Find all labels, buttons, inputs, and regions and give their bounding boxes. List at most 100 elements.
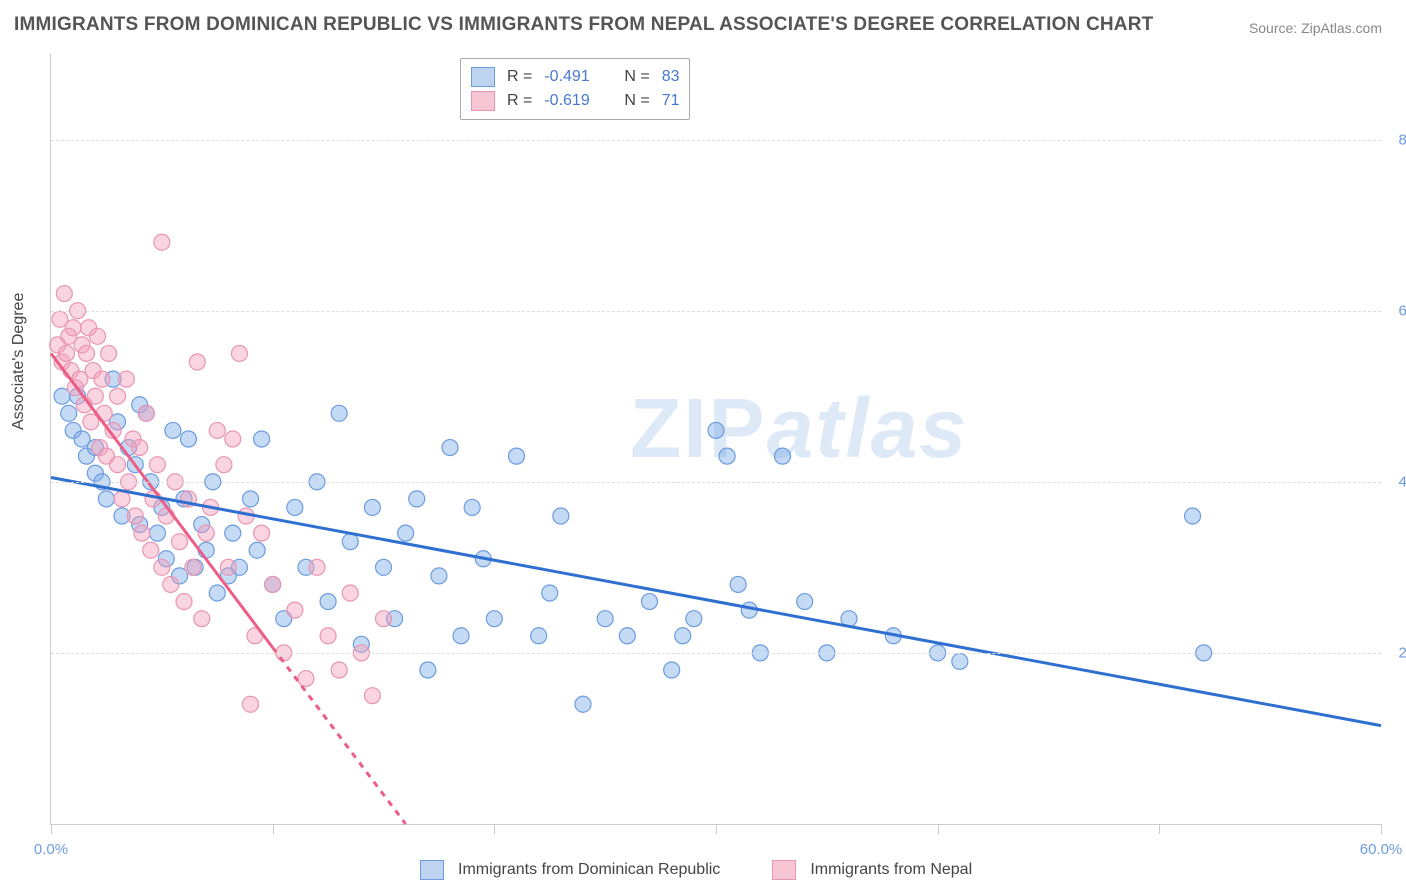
- trend-line: [51, 353, 273, 647]
- gridline: [51, 140, 1381, 141]
- n-label: N =: [624, 68, 649, 86]
- data-point: [409, 491, 425, 507]
- data-point: [101, 345, 117, 361]
- data-point: [225, 431, 241, 447]
- x-tick-label: 0.0%: [34, 841, 68, 858]
- data-point: [719, 448, 735, 464]
- data-point: [254, 431, 270, 447]
- data-point: [216, 457, 232, 473]
- x-tick: [1381, 824, 1382, 834]
- legend-swatch-1: [471, 91, 495, 111]
- data-point: [331, 662, 347, 678]
- r-value-0: -0.491: [544, 68, 600, 86]
- y-axis-label: Associate's Degree: [10, 293, 28, 430]
- data-point: [1185, 508, 1201, 524]
- legend-swatch-0: [471, 67, 495, 87]
- x-tick: [51, 824, 52, 834]
- data-point: [431, 568, 447, 584]
- x-tick: [1159, 824, 1160, 834]
- data-point: [708, 422, 724, 438]
- y-tick-label: 20.0%: [1391, 644, 1406, 661]
- data-point: [87, 388, 103, 404]
- gridline: [51, 311, 1381, 312]
- data-point: [575, 696, 591, 712]
- data-point: [243, 696, 259, 712]
- data-point: [56, 286, 72, 302]
- series-name-1: Immigrants from Nepal: [810, 861, 972, 879]
- data-point: [138, 405, 154, 421]
- data-point: [154, 559, 170, 575]
- data-point: [189, 354, 205, 370]
- data-point: [553, 508, 569, 524]
- data-point: [243, 491, 259, 507]
- legend-row: R = -0.491 N = 83: [471, 65, 679, 89]
- data-point: [619, 628, 635, 644]
- data-point: [149, 457, 165, 473]
- data-point: [149, 525, 165, 541]
- r-label: R =: [507, 68, 532, 86]
- data-point: [94, 371, 110, 387]
- data-point: [597, 611, 613, 627]
- plot-area: 20.0%40.0%60.0%80.0%0.0%60.0%: [50, 54, 1381, 825]
- data-point: [364, 688, 380, 704]
- data-point: [132, 440, 148, 456]
- data-point: [185, 559, 201, 575]
- data-point: [686, 611, 702, 627]
- data-point: [110, 388, 126, 404]
- data-point: [730, 576, 746, 592]
- gridline: [51, 482, 1381, 483]
- y-tick-label: 80.0%: [1391, 131, 1406, 148]
- data-point: [298, 671, 314, 687]
- r-label: R =: [507, 92, 532, 110]
- data-point: [287, 602, 303, 618]
- data-point: [143, 542, 159, 558]
- data-point: [442, 440, 458, 456]
- data-point: [376, 559, 392, 575]
- data-point: [165, 422, 181, 438]
- x-tick-label: 60.0%: [1360, 841, 1403, 858]
- data-point: [176, 594, 192, 610]
- data-point: [952, 653, 968, 669]
- data-point: [664, 662, 680, 678]
- data-point: [675, 628, 691, 644]
- data-point: [231, 345, 247, 361]
- data-point: [61, 405, 77, 421]
- data-point: [110, 457, 126, 473]
- data-point: [464, 499, 480, 515]
- data-point: [90, 328, 106, 344]
- trend-line: [51, 478, 1381, 726]
- series-legend: Immigrants from Dominican Republic Immig…: [420, 860, 972, 880]
- y-tick-label: 60.0%: [1391, 302, 1406, 319]
- data-point: [254, 525, 270, 541]
- data-point: [486, 611, 502, 627]
- data-point: [134, 525, 150, 541]
- correlation-legend: R = -0.491 N = 83 R = -0.619 N = 71: [460, 58, 690, 120]
- x-tick: [938, 824, 939, 834]
- data-point: [287, 499, 303, 515]
- legend-swatch-bottom-0: [420, 860, 444, 880]
- data-point: [364, 499, 380, 515]
- data-point: [163, 576, 179, 592]
- n-value-0: 83: [662, 68, 680, 86]
- data-point: [154, 234, 170, 250]
- data-point: [342, 534, 358, 550]
- x-tick: [716, 824, 717, 834]
- data-point: [249, 542, 265, 558]
- data-point: [531, 628, 547, 644]
- data-point: [180, 431, 196, 447]
- chart-source: Source: ZipAtlas.com: [1249, 20, 1382, 36]
- data-point: [209, 585, 225, 601]
- chart-svg: [51, 54, 1381, 824]
- data-point: [209, 422, 225, 438]
- data-point: [172, 534, 188, 550]
- data-point: [65, 320, 81, 336]
- data-point: [542, 585, 558, 601]
- chart-title: IMMIGRANTS FROM DOMINICAN REPUBLIC VS IM…: [14, 14, 1153, 36]
- data-point: [376, 611, 392, 627]
- data-point: [453, 628, 469, 644]
- x-tick: [494, 824, 495, 834]
- series-name-0: Immigrants from Dominican Republic: [458, 861, 720, 879]
- data-point: [420, 662, 436, 678]
- n-label: N =: [624, 92, 649, 110]
- data-point: [198, 525, 214, 541]
